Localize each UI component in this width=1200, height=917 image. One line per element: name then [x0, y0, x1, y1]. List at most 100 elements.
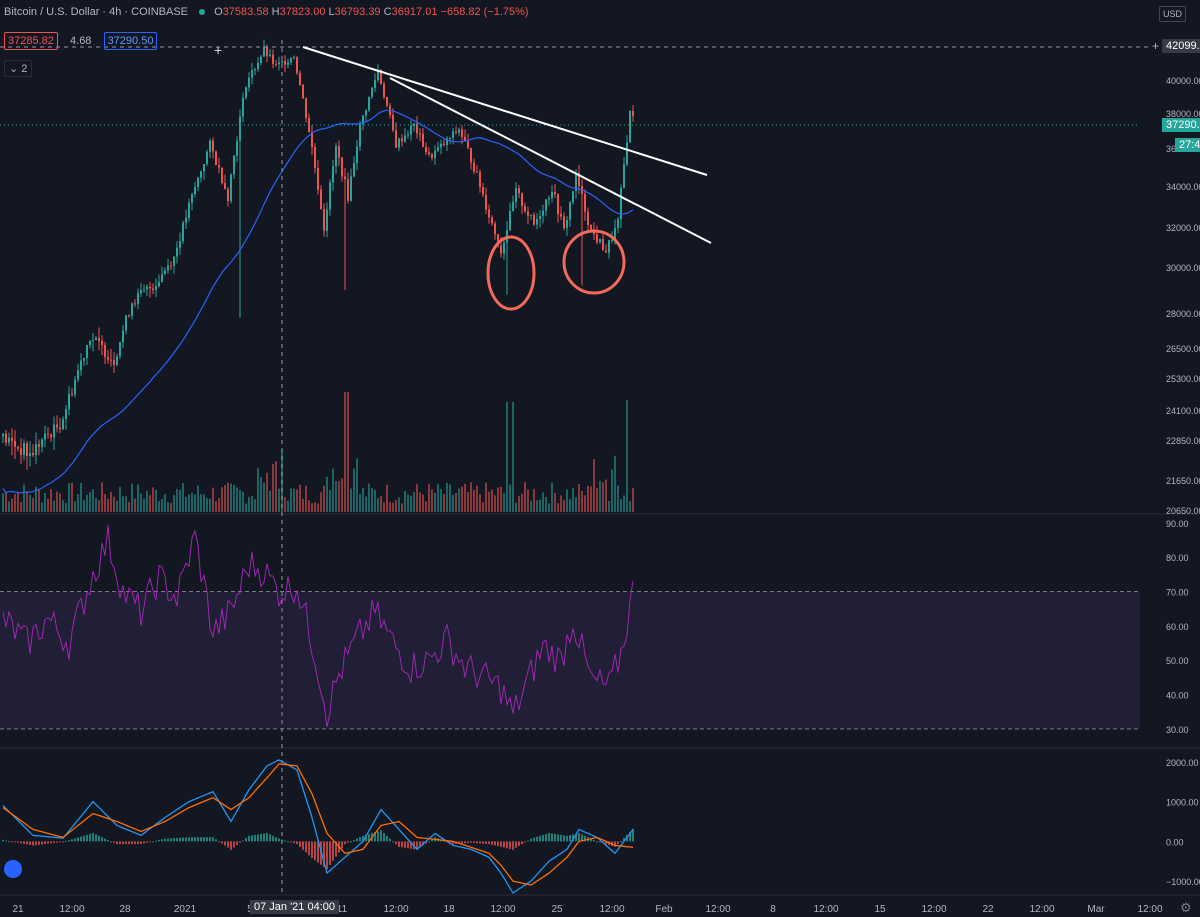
- macd-histogram-bar: [629, 831, 631, 842]
- macd-histogram-bar: [353, 839, 355, 842]
- volume-bar: [629, 501, 631, 512]
- candle: [368, 96, 370, 111]
- candle: [272, 54, 274, 64]
- volume-bar: [116, 500, 118, 512]
- candle: [230, 174, 232, 202]
- volume-bar: [227, 482, 229, 512]
- candle: [551, 191, 553, 198]
- candle: [167, 265, 169, 271]
- volume-bar: [599, 481, 601, 512]
- indicators-collapse-button[interactable]: ⌄ 2: [4, 60, 33, 77]
- candle: [599, 238, 601, 243]
- sell-price-button[interactable]: 37285.82: [4, 32, 58, 50]
- candle: [503, 242, 505, 254]
- symbol-title[interactable]: Bitcoin / U.S. Dollar · 4h · COINBASE: [4, 6, 188, 18]
- price-axis-label: 28000.00: [1166, 309, 1200, 319]
- buy-price-button[interactable]: 37290.50: [103, 32, 158, 50]
- candle: [245, 87, 247, 98]
- volume-bar: [170, 502, 172, 512]
- volume-bar: [275, 461, 277, 512]
- candle: [413, 123, 415, 126]
- macd-histogram-bar: [389, 838, 391, 842]
- macd-histogram-bar: [563, 835, 565, 842]
- macd-histogram-bar: [275, 837, 277, 842]
- macd-histogram-bar: [95, 834, 97, 842]
- rsi-axis-label: 90.00: [1166, 519, 1189, 529]
- volume-bar: [119, 486, 121, 512]
- candle: [371, 87, 373, 97]
- macd-histogram-bar: [509, 841, 511, 850]
- candle: [440, 143, 442, 148]
- volume-bar: [464, 483, 466, 512]
- volume-bar: [479, 494, 481, 512]
- volume-bar: [491, 489, 493, 512]
- macd-histogram-bar: [233, 841, 235, 848]
- symbol-header: Bitcoin / U.S. Dollar · 4h · COINBASE O3…: [4, 6, 529, 18]
- macd-histogram-bar: [230, 841, 232, 850]
- candle: [158, 281, 160, 287]
- volume-bar: [542, 492, 544, 512]
- volume-bar: [98, 500, 100, 512]
- volume-bar: [269, 490, 271, 512]
- volume-bar: [17, 492, 19, 512]
- macd-histogram-bar: [269, 834, 271, 842]
- candle: [518, 188, 520, 194]
- macd-histogram-bar: [590, 838, 592, 842]
- candle: [239, 116, 241, 141]
- volume-bar: [482, 502, 484, 512]
- volume-bar: [389, 502, 391, 512]
- candle: [146, 286, 148, 290]
- candle: [206, 151, 208, 165]
- candle: [212, 140, 214, 152]
- volume-bar: [512, 402, 514, 512]
- volume-bar: [131, 483, 133, 512]
- volume-bar: [287, 500, 289, 512]
- macd-histogram-bar: [260, 833, 262, 842]
- macd-histogram-bar: [251, 835, 253, 842]
- volume-bar: [47, 498, 49, 512]
- macd-histogram-bar: [452, 841, 454, 845]
- volume-bar: [38, 489, 40, 512]
- currency-button[interactable]: USD: [1158, 6, 1186, 22]
- macd-histogram-bar: [287, 841, 289, 843]
- volume-bar: [617, 485, 619, 512]
- volume-bar: [308, 500, 310, 512]
- macd-histogram-bar: [119, 841, 121, 845]
- volume-bar: [278, 488, 280, 512]
- candle: [83, 358, 85, 361]
- volume-bar: [101, 482, 103, 512]
- macd-histogram-bar: [494, 841, 496, 846]
- volume-bar: [500, 486, 502, 512]
- macd-histogram-bar: [218, 841, 220, 843]
- volume-bar: [455, 493, 457, 512]
- time-axis-label: 18: [443, 904, 455, 915]
- volume-bar: [179, 489, 181, 512]
- gear-icon[interactable]: ⚙: [1180, 900, 1192, 915]
- macd-histogram-bar: [344, 841, 346, 845]
- plus-icon[interactable]: +: [1152, 39, 1160, 53]
- candle: [107, 357, 109, 360]
- candle: [62, 419, 64, 430]
- time-axis-label: 2021: [174, 904, 197, 915]
- volume-bar: [329, 490, 331, 512]
- macd-histogram-bar: [431, 839, 433, 842]
- macd-histogram-bar: [242, 840, 244, 842]
- volume-bar: [29, 494, 31, 512]
- macd-histogram-bar: [200, 837, 202, 842]
- volume-bar: [554, 492, 556, 512]
- candle: [80, 360, 82, 371]
- volume-bar: [176, 489, 178, 512]
- macd-histogram-bar: [539, 835, 541, 842]
- volume-bar: [533, 489, 535, 512]
- macd-histogram-bar: [290, 841, 292, 843]
- volume-bar: [158, 501, 160, 512]
- tradingview-logo-icon[interactable]: [4, 860, 22, 878]
- candle: [119, 342, 121, 357]
- macd-histogram-bar: [518, 841, 520, 846]
- candle: [44, 433, 46, 440]
- macd-histogram-bar: [47, 841, 49, 844]
- macd-histogram-bar: [125, 841, 127, 845]
- macd-histogram-bar: [347, 841, 349, 843]
